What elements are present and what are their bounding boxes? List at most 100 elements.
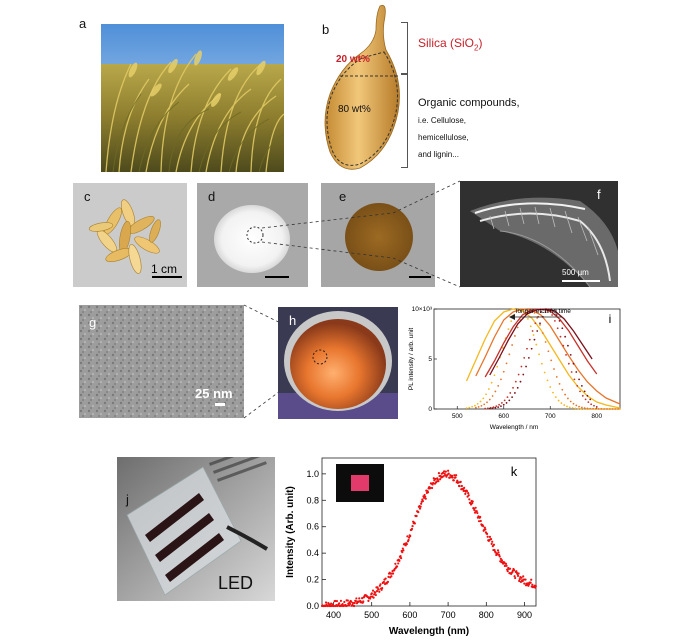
- chart-i-point: [487, 388, 490, 390]
- etching-annotation: longer etching time: [516, 308, 571, 315]
- chart-i-point: [493, 374, 496, 377]
- chart-i-point: [525, 365, 527, 368]
- scale-bar-g: [215, 403, 225, 406]
- chart-k-point: [361, 597, 364, 600]
- organic-title: Organic compounds,: [418, 97, 520, 109]
- chart-i-point: [561, 388, 564, 391]
- chart-k-point: [346, 599, 349, 602]
- organic-bracket: [401, 74, 408, 168]
- chart-k-point: [348, 602, 352, 606]
- chart-k-point: [387, 575, 390, 578]
- chart-i-point: [540, 311, 542, 314]
- chart-i-point: [578, 378, 580, 381]
- chart-i-point: [517, 373, 520, 376]
- chart-i-point: [540, 362, 543, 365]
- chart-i-point: [554, 396, 557, 398]
- chart-i-point: [498, 403, 500, 406]
- panel-label-b: b: [322, 22, 330, 37]
- chart-i-point: [505, 362, 508, 365]
- chart-i-point: [525, 309, 527, 312]
- chart-i-point: [529, 325, 532, 328]
- chart-k-point: [409, 534, 412, 538]
- chart-k-point: [374, 591, 377, 594]
- chart-i-point: [614, 408, 617, 410]
- chart-i-point: [575, 371, 578, 373]
- chart-k-point: [438, 478, 442, 481]
- chart-i-point: [471, 405, 474, 408]
- chart-k-point: [452, 479, 455, 482]
- chart-k-point: [454, 476, 457, 479]
- chart-i-ytick-label: 10×10³: [412, 306, 433, 313]
- organic-line-1: i.e. Cellulose,: [418, 116, 467, 125]
- chart-k-point: [531, 583, 534, 586]
- chart-i-point: [465, 407, 468, 410]
- chart-k-point: [447, 469, 450, 472]
- chart-i-point: [603, 408, 606, 410]
- chart-k-point: [373, 593, 376, 596]
- chart-k-point: [474, 506, 477, 509]
- chart-k-point: [432, 481, 435, 485]
- chart-k-point: [437, 480, 440, 483]
- chart-k-point: [476, 511, 479, 515]
- chart-i-point: [501, 346, 504, 349]
- chart-i-point: [554, 320, 556, 322]
- chart-k-point: [488, 535, 492, 538]
- chart-k-xtick-label: 400: [326, 610, 341, 620]
- chart-k-point: [524, 578, 527, 581]
- chart-i-point: [555, 376, 558, 378]
- chart-i-point: [564, 335, 567, 338]
- chart-k-point: [442, 475, 445, 478]
- chart-i-point: [539, 322, 541, 325]
- chart-k-point: [518, 577, 521, 581]
- chart-k-point: [458, 484, 461, 488]
- chart-i-point: [507, 328, 510, 330]
- chart-k-point: [463, 486, 466, 489]
- chart-k-point: [401, 547, 404, 550]
- chart-i-point: [508, 399, 511, 402]
- chart-i-point: [553, 310, 555, 312]
- chart-k-point: [520, 576, 523, 579]
- chart-i-point: [532, 334, 535, 336]
- chart-k-point: [335, 599, 339, 603]
- chart-k-point: [384, 577, 387, 580]
- chart-i-point: [510, 320, 513, 323]
- chart-i-point: [491, 407, 494, 410]
- panel-label-h: h: [289, 313, 297, 328]
- led-device-photo: [117, 457, 275, 601]
- rice-field-photo: [101, 24, 284, 172]
- chart-i-point: [577, 407, 580, 410]
- chart-k-ylabel: Intensity (Arb. unit): [285, 486, 296, 578]
- chart-k-point: [351, 601, 355, 605]
- chart-k-point: [402, 549, 405, 552]
- chart-k-point: [380, 588, 383, 591]
- chart-k-point: [523, 582, 526, 585]
- chart-k-point: [479, 515, 482, 519]
- chart-k-ytick-label: 0.0: [306, 601, 319, 611]
- silica-percentage: 20 wt%: [336, 54, 370, 65]
- chart-i-point: [539, 323, 541, 326]
- chart-k-point: [437, 472, 441, 475]
- chart-k-point: [490, 542, 493, 545]
- chart-k-point: [477, 520, 481, 523]
- chart-k-point: [436, 478, 439, 481]
- panel-label-k: k: [511, 464, 518, 479]
- chart-i-point: [586, 407, 589, 410]
- chart-i-point: [562, 344, 565, 347]
- chart-i-point: [560, 402, 563, 405]
- chart-i-point: [587, 401, 590, 404]
- chart-k-point: [514, 576, 517, 580]
- chart-k-point: [426, 491, 430, 494]
- chart-i-point: [593, 404, 595, 407]
- chart-k-xtick-label: 800: [479, 610, 494, 620]
- chart-k-point: [500, 559, 504, 562]
- chart-i-point: [619, 408, 621, 410]
- chart-i-point: [546, 379, 549, 382]
- rice-husks-photo: [73, 183, 187, 287]
- chart-k-point: [447, 472, 450, 475]
- chart-i-point: [597, 408, 600, 410]
- chart-k-point: [423, 493, 426, 497]
- chart-i-point: [550, 359, 553, 362]
- chart-k-point: [347, 604, 351, 607]
- chart-k-xtick-label: 600: [402, 610, 417, 620]
- chart-i-point: [516, 386, 519, 389]
